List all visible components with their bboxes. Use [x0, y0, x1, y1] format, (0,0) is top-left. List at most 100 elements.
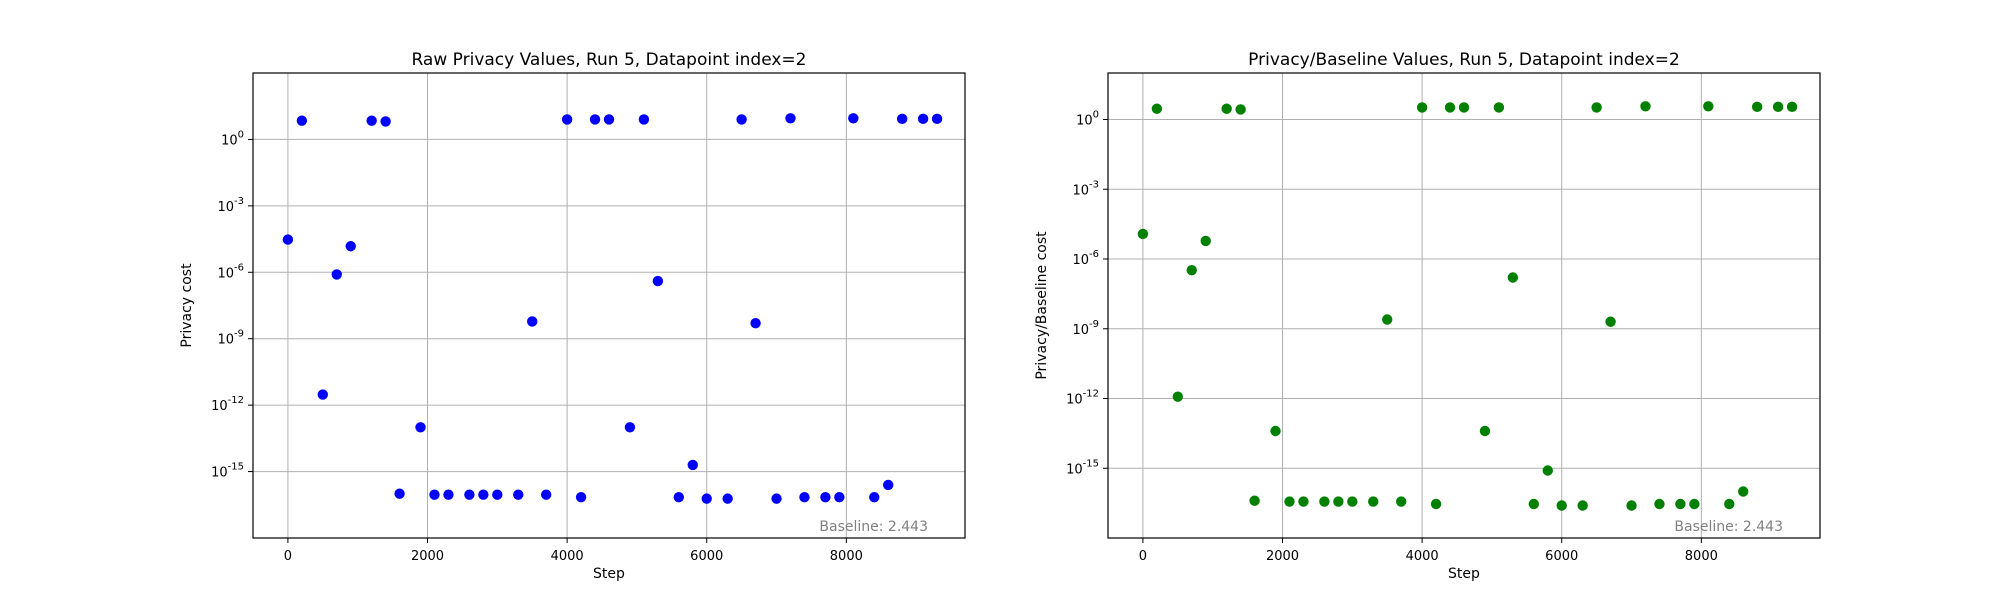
x-tick-label: 8000	[830, 549, 863, 564]
data-point	[366, 115, 377, 126]
data-point	[883, 479, 894, 491]
data-point	[1270, 425, 1281, 437]
data-point	[1493, 102, 1505, 113]
data-point	[1151, 103, 1163, 114]
x-tick-label: 6000	[690, 549, 723, 564]
data-point	[1319, 496, 1330, 507]
data-points	[1137, 101, 1798, 511]
data-point	[527, 316, 538, 327]
data-point	[589, 114, 601, 125]
x-axis-label: Step	[593, 566, 625, 582]
data-point	[1772, 101, 1784, 113]
y-tick-label: 10-12	[211, 395, 244, 414]
data-point	[1751, 101, 1763, 113]
data-point	[1430, 498, 1442, 510]
grid-lines	[1108, 73, 1820, 538]
data-point	[1724, 498, 1735, 510]
data-point	[1368, 496, 1379, 507]
baseline-annotation: Baseline: 2.443	[819, 519, 928, 535]
y-tick-label: 10-15	[1066, 458, 1099, 477]
data-point	[1542, 465, 1553, 476]
axis-ticks: 0 2000 4000 6000 8000 100 10-3 10-6 10-9 10-12 10-…	[1066, 110, 1718, 565]
chart-title: Privacy/Baseline Values, Run 5, Datapoin…	[1248, 50, 1680, 70]
grid-lines	[253, 73, 965, 538]
x-tick-label: 4000	[1406, 549, 1439, 564]
data-point	[673, 491, 685, 503]
data-point	[1284, 496, 1295, 507]
x-tick-label: 2000	[1266, 549, 1299, 564]
data-points	[282, 113, 943, 504]
data-point	[1626, 500, 1637, 511]
data-point	[736, 114, 747, 125]
data-point	[394, 488, 405, 499]
data-point	[1249, 495, 1260, 506]
y-tick-label: 10-12	[1066, 389, 1099, 408]
data-point	[331, 269, 342, 280]
data-point	[1172, 391, 1184, 402]
y-tick-label: 10-9	[217, 329, 244, 348]
data-point	[1382, 314, 1393, 325]
plot-frame	[1107, 72, 1821, 539]
data-point	[1235, 104, 1246, 115]
x-tick-label: 2000	[411, 549, 444, 564]
data-point	[820, 491, 831, 503]
y-tick-label: 100	[221, 129, 244, 148]
y-axis-label: Privacy/Baseline cost	[1034, 231, 1050, 380]
data-point	[1137, 228, 1149, 240]
data-point	[603, 114, 615, 125]
data-point	[771, 493, 782, 504]
data-point	[1507, 272, 1519, 283]
data-point	[624, 422, 636, 433]
data-point	[1416, 102, 1428, 113]
data-point	[687, 459, 698, 471]
data-point	[1528, 498, 1540, 510]
data-point	[799, 491, 810, 503]
data-point	[1444, 102, 1456, 113]
data-point	[1738, 486, 1749, 497]
y-tick-label: 10-3	[217, 196, 244, 215]
data-point	[345, 241, 356, 252]
data-point	[540, 489, 552, 500]
data-point	[492, 489, 503, 500]
data-point	[1200, 235, 1211, 247]
data-point	[317, 389, 329, 400]
data-point	[1395, 496, 1407, 507]
data-point	[1675, 498, 1686, 510]
x-tick-label: 8000	[1685, 549, 1718, 564]
data-point	[478, 489, 489, 500]
data-point	[1347, 496, 1358, 507]
plot-frame	[252, 72, 966, 539]
data-point	[513, 489, 524, 500]
y-tick-label: 10-15	[211, 462, 244, 481]
data-point	[896, 113, 908, 125]
x-tick-label: 6000	[1545, 549, 1578, 564]
y-tick-label: 10-6	[217, 262, 244, 281]
data-point	[750, 318, 761, 329]
y-tick-label: 100	[1076, 110, 1099, 129]
data-point	[931, 113, 943, 125]
data-point	[1479, 425, 1491, 437]
y-tick-label: 10-6	[1072, 249, 1099, 268]
data-point	[1591, 102, 1602, 113]
data-point	[638, 114, 650, 125]
data-point	[652, 275, 664, 287]
data-point	[443, 489, 454, 500]
data-point	[701, 493, 712, 504]
y-tick-label: 10-9	[1072, 319, 1099, 338]
data-point	[848, 113, 859, 124]
data-point	[1640, 101, 1651, 112]
data-point	[429, 489, 440, 500]
x-tick-label: 0	[1139, 549, 1147, 564]
y-tick-label: 10-3	[1072, 179, 1099, 198]
data-point	[1605, 316, 1616, 327]
data-point	[380, 116, 391, 127]
data-point	[722, 493, 733, 504]
data-point	[1577, 500, 1588, 511]
data-point	[1221, 103, 1232, 114]
y-axis-label: Privacy cost	[179, 263, 195, 348]
data-point	[1556, 500, 1567, 511]
data-point	[785, 113, 796, 124]
x-tick-label: 4000	[551, 549, 584, 564]
data-point	[917, 113, 929, 125]
